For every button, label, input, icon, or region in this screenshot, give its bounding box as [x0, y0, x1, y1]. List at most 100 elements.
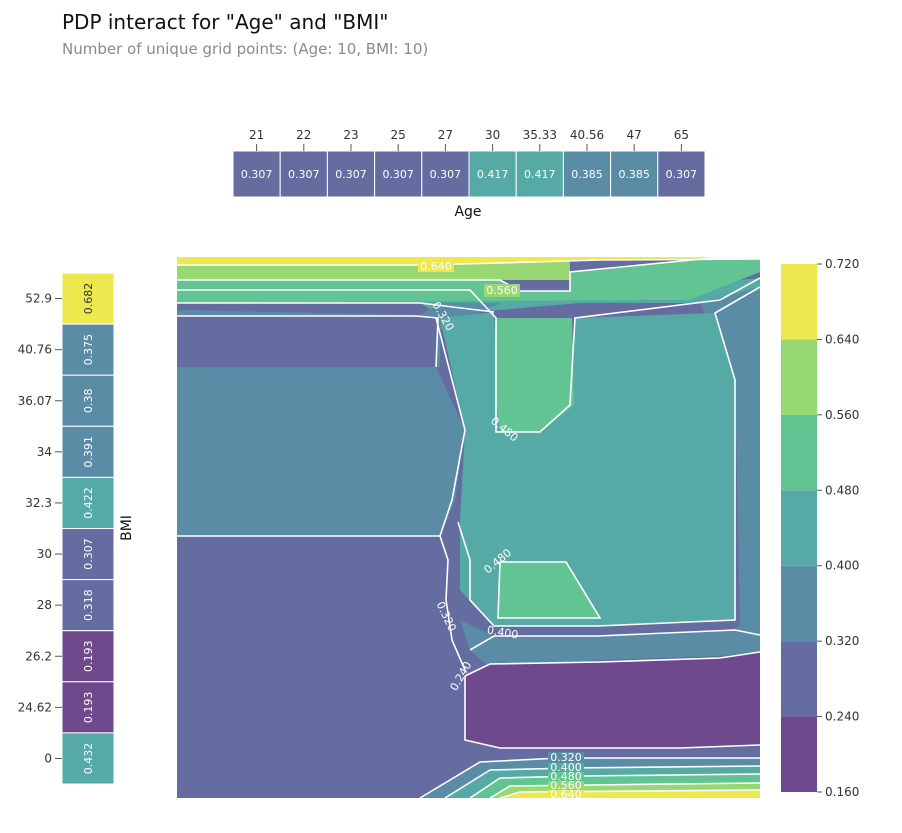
- bmi-cell: [61, 732, 115, 785]
- contour-plot: 0.640 0.560 0.320 0.480 0.480 0.320 0.40…: [177, 257, 761, 801]
- age-tick-label: 47: [627, 128, 642, 142]
- bmi-tick-label: 40.76: [18, 343, 52, 357]
- age-cell: [657, 150, 706, 198]
- contour-label-bg: [418, 259, 454, 272]
- colorbar-segment: [781, 716, 817, 792]
- colorbar-segment: [781, 490, 817, 566]
- bmi-cell: [61, 630, 115, 683]
- age-cell: [421, 150, 470, 198]
- bmi-cell-value: 0.193: [82, 641, 95, 673]
- bmi-cell: [61, 579, 115, 632]
- bmi-cell-value: 0.38: [82, 389, 95, 414]
- contour-label: 0.640: [420, 260, 452, 273]
- chart-title: PDP interact for "Age" and "BMI": [62, 10, 389, 34]
- contour-line: [439, 535, 466, 671]
- colorbar-tick-label: 0.160: [825, 785, 859, 799]
- bmi-cell: [61, 425, 115, 478]
- age-cell-value: 0.385: [571, 168, 603, 181]
- age-tick-label: 35.33: [523, 128, 557, 142]
- bmi-cell: [61, 528, 115, 581]
- contour-line: [469, 629, 761, 651]
- age-axis-label: Age: [454, 204, 481, 220]
- age-cell-value: 0.307: [382, 168, 414, 181]
- contour-line: [469, 773, 761, 799]
- age-cell-value: 0.307: [335, 168, 367, 181]
- contour-region: [177, 258, 760, 280]
- contour-label: 0.400: [486, 623, 519, 641]
- contour-line: [177, 302, 495, 313]
- age-tick-label: 25: [391, 128, 406, 142]
- contour-label: 0.560: [550, 779, 582, 792]
- bmi-cell-value: 0.307: [82, 538, 95, 570]
- contour-label-bg: [548, 772, 584, 780]
- age-cell-value: 0.417: [477, 168, 509, 181]
- contour-region: [177, 316, 438, 367]
- contour-line: [444, 765, 761, 799]
- contour-region: [500, 262, 570, 280]
- bmi-tick-label: 34: [37, 445, 52, 459]
- age-marginal-strip: 0.307 21 0.307 22 0.307 23 0.307 25 0.307 27 0.417…: [232, 128, 706, 198]
- age-cell-value: 0.307: [666, 168, 698, 181]
- bmi-tick-label: 52.9: [25, 292, 52, 306]
- contour-label-bg: [548, 781, 584, 789]
- age-tick-label: 22: [296, 128, 311, 142]
- age-tick-label: 21: [249, 128, 264, 142]
- contour-line: [177, 277, 761, 433]
- contour-region: [177, 257, 760, 265]
- bmi-cell-value: 0.432: [82, 743, 95, 775]
- age-tick-label: 40.56: [570, 128, 604, 142]
- colorbar-segment: [781, 641, 817, 717]
- age-cell-value: 0.385: [618, 168, 650, 181]
- contour-label-bg: [548, 790, 584, 798]
- colorbar-tick-label: 0.640: [825, 332, 859, 346]
- age-tick-label: 30: [485, 128, 500, 142]
- bmi-marginal-strip: 0.682 52.9 0.375 40.76 0.38 36.07 0.391 34 0.422…: [18, 272, 115, 785]
- contour-label: 0.560: [486, 284, 518, 297]
- colorbar-tick-label: 0.400: [825, 559, 859, 573]
- bmi-tick-label: 32.3: [25, 496, 52, 510]
- contour-region: [460, 620, 760, 668]
- age-cell-value: 0.307: [288, 168, 320, 181]
- age-cell: [515, 150, 564, 198]
- contour-region: [177, 536, 760, 798]
- contour-line: [177, 315, 439, 368]
- contour-label: 0.480: [550, 770, 582, 783]
- colorbar-segment: [781, 565, 817, 642]
- contour-region: [700, 287, 760, 645]
- bmi-tick-label: 36.07: [18, 394, 52, 408]
- bmi-cell-value: 0.193: [82, 692, 95, 724]
- contour-line: [464, 676, 761, 749]
- contour-line: [464, 651, 761, 677]
- age-cell: [610, 150, 659, 198]
- bmi-tick-label: 0: [44, 751, 52, 765]
- contour-region: [465, 652, 760, 748]
- colorbar-segment: [781, 339, 817, 415]
- bmi-tick-label: 28: [37, 598, 52, 612]
- colorbar-tick-label: 0.560: [825, 408, 859, 422]
- contour-label: 0.400: [550, 761, 582, 774]
- contour-line: [177, 257, 760, 292]
- age-tick-label: 27: [438, 128, 453, 142]
- age-cell: [232, 150, 281, 198]
- age-cell-value: 0.417: [524, 168, 556, 181]
- contour-label-bg: [484, 284, 520, 297]
- age-cell: [326, 150, 376, 198]
- contour-label-bg: [548, 752, 584, 762]
- bmi-tick-label: 30: [37, 547, 52, 561]
- age-cell-value: 0.307: [430, 168, 462, 181]
- chart-subtitle: Number of unique grid points: (Age: 10, …: [62, 40, 429, 58]
- contour-line: [177, 317, 466, 537]
- age-tick-label: 23: [343, 128, 358, 142]
- bmi-tick-label: 26.2: [25, 649, 52, 663]
- colorbar-segment: [781, 264, 817, 340]
- colorbar-tick-label: 0.320: [825, 634, 859, 648]
- bmi-cell-value: 0.318: [82, 589, 95, 621]
- colorbar-segment: [781, 414, 817, 491]
- colorbar: 0.720 0.640 0.560 0.480 0.400 0.320 0.240 0.160: [781, 257, 859, 799]
- contour-line: [419, 757, 760, 799]
- colorbar-tick-label: 0.240: [825, 710, 859, 724]
- contour-line: [177, 258, 761, 266]
- bmi-cell-value: 0.375: [82, 334, 95, 366]
- bmi-axis-label: BMI: [119, 515, 135, 541]
